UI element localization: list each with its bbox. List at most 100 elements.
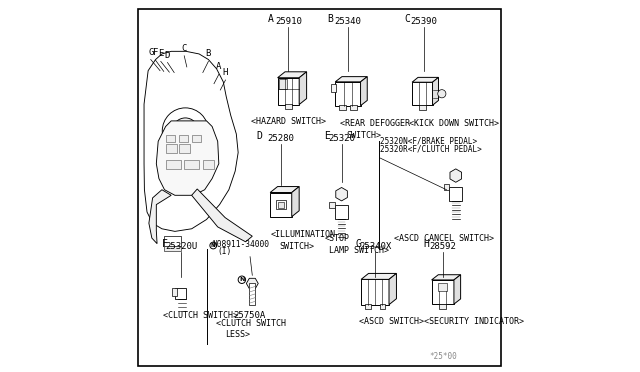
Text: 25390: 25390 (411, 17, 438, 26)
Text: N: N (239, 277, 244, 282)
Polygon shape (270, 186, 299, 193)
Bar (431, 280, 454, 304)
Polygon shape (361, 273, 396, 279)
Text: SWITCH>: SWITCH> (279, 242, 314, 251)
Bar (439, 304, 447, 309)
Text: <ASCD CANCEL SWITCH>: <ASCD CANCEL SWITCH> (394, 234, 494, 243)
Polygon shape (335, 77, 367, 82)
Bar (339, 105, 346, 110)
Text: <KICK DOWN SWITCH>: <KICK DOWN SWITCH> (410, 119, 499, 128)
Bar (166, 160, 180, 169)
Bar (191, 135, 201, 142)
Text: 25280: 25280 (268, 134, 294, 143)
Text: B: B (328, 14, 333, 24)
Text: <CLUTCH SWITCH>: <CLUTCH SWITCH> (163, 311, 238, 320)
Text: D: D (257, 131, 262, 141)
Text: *25*00: *25*00 (429, 352, 456, 361)
Bar (172, 288, 177, 296)
Bar (285, 104, 292, 109)
Bar (166, 135, 175, 142)
Text: SWITCH>: SWITCH> (347, 131, 382, 140)
Text: A: A (216, 62, 221, 71)
Polygon shape (450, 169, 461, 182)
Bar (179, 144, 190, 153)
Bar (365, 304, 371, 309)
Polygon shape (431, 275, 461, 280)
Polygon shape (360, 77, 367, 106)
Polygon shape (144, 51, 238, 231)
Polygon shape (336, 187, 348, 201)
Polygon shape (412, 77, 438, 82)
Circle shape (163, 108, 209, 154)
Bar (279, 78, 287, 89)
Polygon shape (389, 273, 396, 305)
Text: N: N (211, 243, 216, 248)
Bar (166, 144, 177, 153)
Text: H: H (223, 68, 228, 77)
Text: C: C (405, 14, 411, 24)
Text: LAMP SWITCH>: LAMP SWITCH> (324, 246, 390, 254)
Polygon shape (278, 72, 307, 78)
Text: F: F (162, 239, 168, 249)
Text: C: C (182, 44, 187, 53)
Bar (184, 160, 199, 169)
Text: <STOP: <STOP (324, 234, 349, 243)
Text: 25750A: 25750A (233, 311, 265, 320)
Text: G: G (148, 48, 154, 57)
Bar (335, 82, 360, 106)
Bar (412, 82, 433, 105)
Text: 25320U: 25320U (165, 242, 197, 251)
Text: A: A (268, 14, 274, 24)
Text: N08911-34000: N08911-34000 (212, 240, 269, 249)
Text: <SECURITY INDICATOR>: <SECURITY INDICATOR> (424, 317, 524, 326)
Bar (419, 105, 426, 110)
Ellipse shape (438, 90, 446, 98)
Bar (350, 105, 357, 110)
Polygon shape (433, 77, 438, 105)
Text: <HAZARD SWITCH>: <HAZARD SWITCH> (251, 117, 326, 126)
Polygon shape (246, 278, 259, 289)
Circle shape (238, 276, 246, 283)
Bar (361, 279, 389, 305)
Circle shape (172, 118, 198, 144)
Polygon shape (299, 72, 307, 105)
Bar (380, 304, 385, 309)
Polygon shape (156, 121, 219, 195)
Text: E: E (158, 49, 163, 58)
Text: 25340: 25340 (335, 17, 362, 26)
Bar (438, 283, 447, 291)
Bar (278, 202, 284, 208)
Text: 25910: 25910 (275, 17, 302, 26)
Text: 28592: 28592 (429, 242, 456, 251)
Text: <ASCD SWITCH>: <ASCD SWITCH> (358, 317, 424, 326)
Bar (278, 78, 299, 105)
Bar (444, 184, 449, 190)
Text: F: F (153, 48, 158, 57)
Text: B: B (205, 49, 211, 58)
Bar (250, 283, 255, 305)
Bar (164, 236, 180, 246)
Bar (330, 202, 335, 208)
Bar (335, 205, 348, 219)
Text: 25320: 25320 (328, 134, 355, 143)
Polygon shape (292, 186, 299, 217)
Bar (203, 160, 214, 169)
Text: <REAR DEFOGGER: <REAR DEFOGGER (340, 119, 410, 128)
Text: D: D (164, 51, 170, 60)
Text: 25320N<F/BRAKE PEDAL>: 25320N<F/BRAKE PEDAL> (380, 136, 477, 145)
Text: G: G (356, 239, 362, 249)
Text: <CLUTCH SWITCH: <CLUTCH SWITCH (216, 319, 286, 328)
Polygon shape (149, 190, 172, 244)
Polygon shape (191, 189, 252, 242)
Text: H: H (424, 239, 429, 249)
Text: <ILLUMINATION: <ILLUMINATION (271, 230, 336, 239)
Circle shape (210, 242, 216, 249)
Text: LESS>: LESS> (225, 330, 250, 339)
Bar (175, 288, 186, 299)
Bar (270, 193, 292, 217)
Bar (276, 200, 285, 209)
Text: (I): (I) (218, 247, 232, 256)
Text: E: E (324, 131, 330, 141)
Bar (331, 84, 335, 92)
Bar (449, 187, 463, 201)
